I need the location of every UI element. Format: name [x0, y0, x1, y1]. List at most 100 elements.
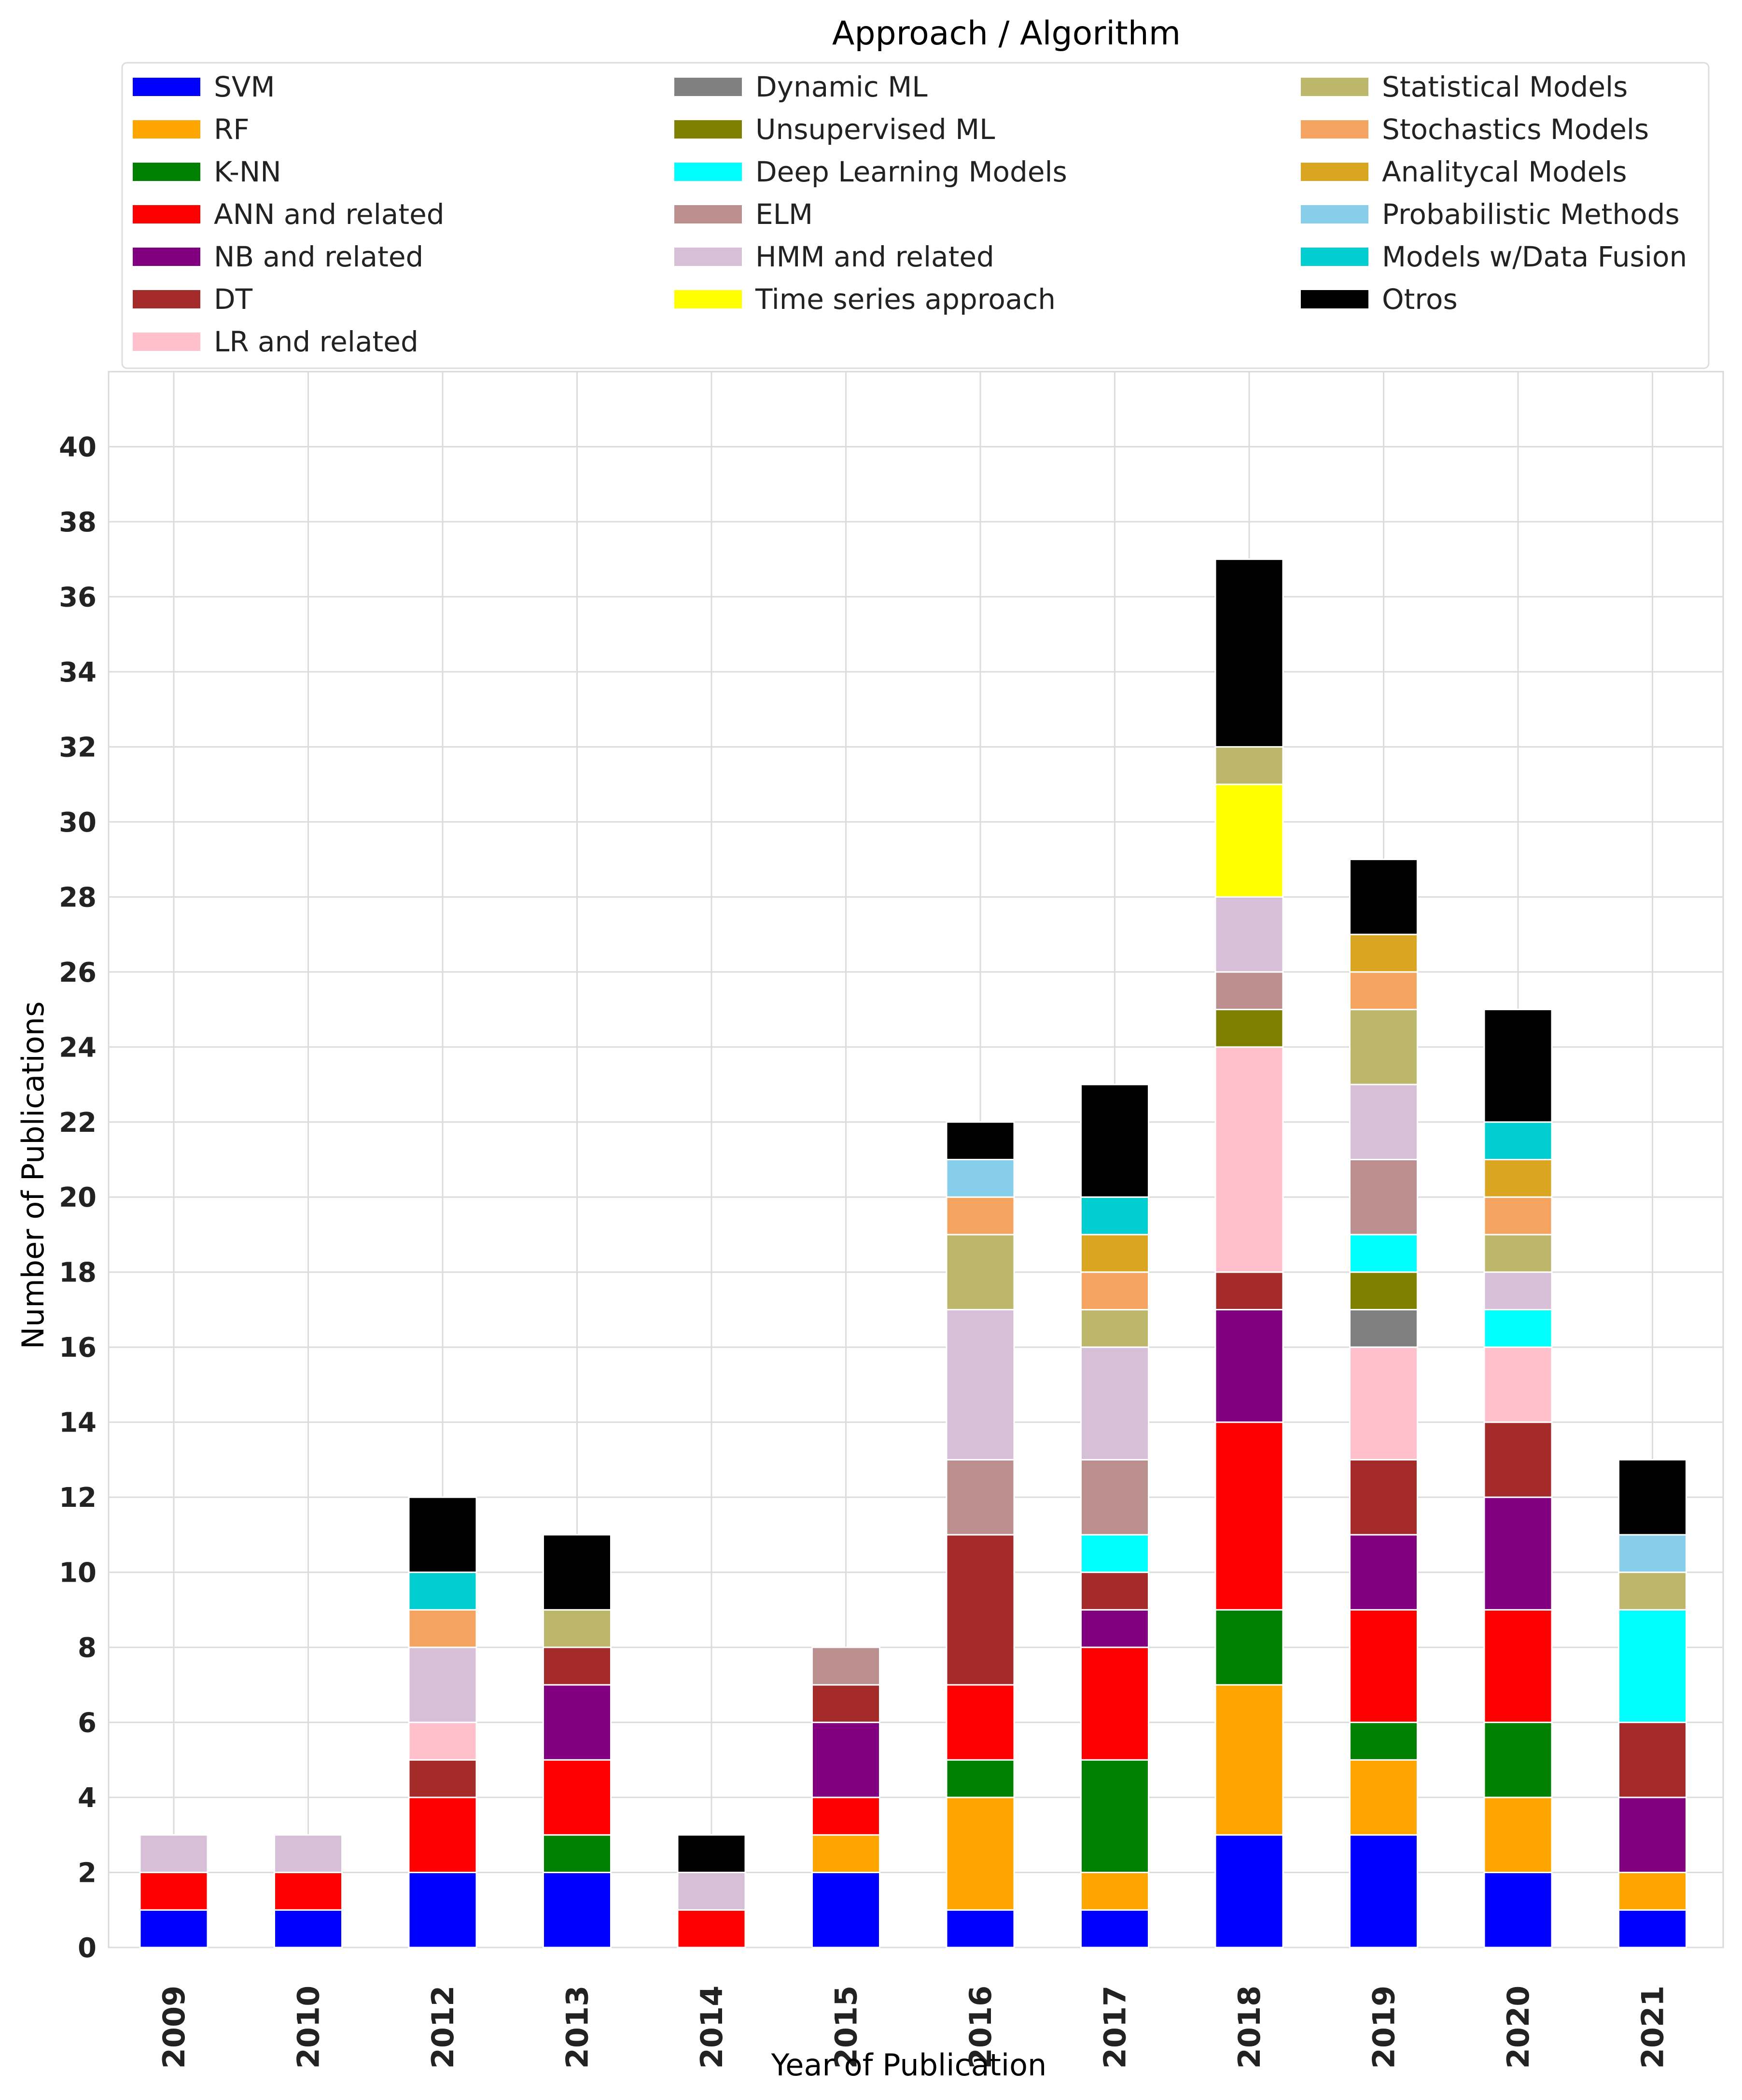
x-axis-label: Year of Publication: [771, 2047, 1047, 2083]
bar-segment-analitycal-models-2019: [1349, 933, 1418, 973]
x-tick-label: 2019: [1366, 1986, 1402, 2069]
y-tick-label: 8: [78, 1632, 97, 1664]
legend-label-unsupervised-ml: Unsupervised ML: [755, 113, 995, 146]
y-tick-label: 30: [59, 807, 97, 838]
bar-segment-elm-2016: [946, 1459, 1015, 1536]
x-tick-label: 2009: [156, 1986, 192, 2069]
legend-swatch-unsupervised-ml: [674, 120, 742, 139]
bar-segment-k-nn-2018: [1214, 1609, 1284, 1686]
y-tick-label: 6: [78, 1708, 97, 1739]
bar-segment-deep-learning-models-2020: [1483, 1308, 1553, 1348]
bar-segment-ann-and-related-2010: [274, 1872, 343, 1911]
legend-label-statistical-models: Statistical Models: [1382, 70, 1628, 103]
bar-segment-ann-and-related-2018: [1214, 1421, 1284, 1611]
legend-swatch-probabilistic-methods: [1301, 205, 1368, 223]
legend-swatch-elm: [674, 205, 742, 223]
legend-swatch-statistical-models: [1301, 78, 1368, 96]
bar-segment-svm-2018: [1214, 1834, 1284, 1948]
bar-segment-stochastics-models-2019: [1349, 971, 1418, 1011]
bar-segment-models-w-data-fusion-2017: [1080, 1196, 1149, 1236]
bar-segment-nb-and-related-2017: [1080, 1609, 1149, 1648]
legend: SVM RF K-NN ANN and related NB and related DT…: [121, 62, 1710, 369]
bar-segment-time-series-approach-2018: [1214, 783, 1284, 898]
bar-segment-svm-2019: [1349, 1834, 1418, 1948]
legend-swatch-models-w-data-fusion: [1301, 248, 1368, 266]
bar-segment-k-nn-2013: [543, 1834, 612, 1874]
bar-segment-nb-and-related-2019: [1349, 1534, 1418, 1611]
x-tick-label: 2016: [963, 1986, 998, 2069]
bar-segment-stochastics-models-2020: [1483, 1196, 1553, 1236]
bar-segment-otros-2016: [946, 1121, 1015, 1161]
bar-segment-ann-and-related-2013: [543, 1759, 612, 1836]
bar-segment-svm-2015: [811, 1872, 880, 1948]
bar-segment-svm-2017: [1080, 1909, 1149, 1948]
legend-swatch-nb-and-related: [133, 248, 200, 266]
legend-swatch-k-nn: [133, 163, 200, 181]
bar-segment-rf-2020: [1483, 1796, 1553, 1874]
y-tick-label: 26: [59, 957, 97, 988]
bar-segment-nb-and-related-2021: [1618, 1796, 1687, 1874]
legend-swatch-otros: [1301, 290, 1368, 308]
x-tick-label: 2021: [1635, 1986, 1671, 2069]
bar-segment-ann-and-related-2015: [811, 1796, 880, 1836]
legend-swatch-rf: [133, 120, 200, 139]
bar-segment-hmm-and-related-2012: [408, 1646, 477, 1724]
bar-segment-otros-2013: [543, 1534, 612, 1611]
y-axis-label: Number of Publications: [15, 1001, 51, 1349]
legend-label-nb-and-related: NB and related: [214, 240, 423, 273]
legend-label-models-w-data-fusion: Models w/Data Fusion: [1382, 240, 1687, 273]
legend-label-rf: RF: [214, 113, 250, 146]
bars-layer: [139, 558, 1687, 1948]
y-tick-label: 40: [59, 431, 97, 463]
bar-segment-dt-2018: [1214, 1271, 1284, 1310]
bar-segment-hmm-and-related-2010: [274, 1834, 343, 1874]
bar-segment-ann-and-related-2012: [408, 1796, 477, 1874]
bar-segment-hmm-and-related-2009: [139, 1834, 209, 1874]
legend-swatch-dt: [133, 290, 200, 308]
bar-segment-nb-and-related-2020: [1483, 1496, 1553, 1611]
bar-segment-elm-2017: [1080, 1459, 1149, 1536]
bar-segment-analitycal-models-2017: [1080, 1234, 1149, 1273]
bar-segment-k-nn-2016: [946, 1759, 1015, 1798]
bar-segment-deep-learning-models-2017: [1080, 1534, 1149, 1573]
chart-title: Approach / Algorithm: [832, 14, 1181, 53]
legend-label-elm: ELM: [755, 198, 813, 231]
y-tick-label: 0: [78, 1933, 97, 1964]
bar-segment-dt-2021: [1618, 1722, 1687, 1798]
grid-layer: [108, 371, 1724, 1948]
bar-segment-ann-and-related-2019: [1349, 1609, 1418, 1724]
legend-label-analitycal-models: Analitycal Models: [1382, 155, 1627, 188]
legend-label-stochastics-models: Stochastics Models: [1382, 113, 1649, 146]
bar-segment-ann-and-related-2014: [677, 1909, 746, 1948]
bar-segment-statistical-models-2018: [1214, 746, 1284, 785]
bar-segment-otros-2021: [1618, 1459, 1687, 1536]
bar-segment-stochastics-models-2012: [408, 1609, 477, 1648]
bar-segment-k-nn-2017: [1080, 1759, 1149, 1874]
bar-segment-deep-learning-models-2019: [1349, 1234, 1418, 1273]
bar-segment-otros-2019: [1349, 859, 1418, 935]
x-tick-label: 2010: [291, 1986, 326, 2069]
legend-label-otros: Otros: [1382, 283, 1458, 316]
x-tick-label: 2017: [1098, 1986, 1133, 2069]
y-tick-label: 24: [59, 1032, 97, 1063]
bar-segment-statistical-models-2017: [1080, 1308, 1149, 1348]
bar-segment-dt-2019: [1349, 1459, 1418, 1536]
legend-label-svm: SVM: [214, 70, 275, 103]
bar-segment-unsupervised-ml-2019: [1349, 1271, 1418, 1310]
bar-segment-deep-learning-models-2021: [1618, 1609, 1687, 1724]
bar-segment-hmm-and-related-2017: [1080, 1346, 1149, 1460]
bar-segment-dynamic-ml-2019: [1349, 1308, 1418, 1348]
bar-segment-statistical-models-2016: [946, 1234, 1015, 1310]
bar-segment-svm-2010: [274, 1909, 343, 1948]
bar-segment-svm-2020: [1483, 1872, 1553, 1948]
bar-segment-svm-2009: [139, 1909, 209, 1948]
bar-segment-elm-2015: [811, 1646, 880, 1686]
bar-segment-dt-2016: [946, 1534, 1015, 1686]
y-tick-label: 22: [59, 1107, 97, 1139]
bar-segment-lr-and-related-2019: [1349, 1346, 1418, 1460]
x-axis-ticks: 2009 2010 2012 2013 2014 2015 2016 2017 2018 2019…: [156, 1986, 1671, 2069]
bar-segment-lr-and-related-2012: [408, 1722, 477, 1761]
x-tick-label: 2018: [1232, 1986, 1267, 2069]
bar-segment-statistical-models-2019: [1349, 1009, 1418, 1085]
bar-segment-svm-2016: [946, 1909, 1015, 1948]
